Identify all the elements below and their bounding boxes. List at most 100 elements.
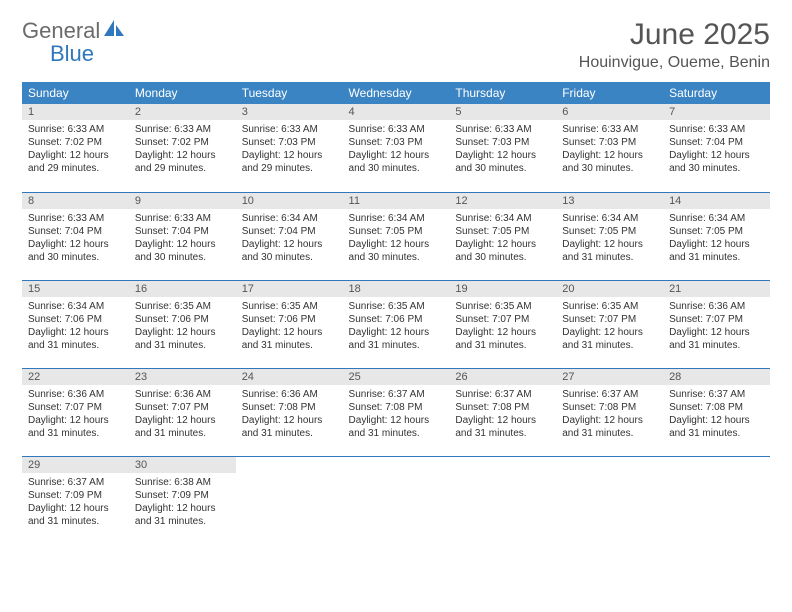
daylight-text: and 31 minutes. [455, 427, 550, 440]
daylight-text: Daylight: 12 hours [242, 238, 337, 251]
daylight-text: Daylight: 12 hours [562, 326, 657, 339]
day-cell [236, 456, 343, 544]
day-body: Sunrise: 6:33 AMSunset: 7:04 PMDaylight:… [129, 209, 236, 268]
daylight-text: and 31 minutes. [562, 339, 657, 352]
daylight-text: Daylight: 12 hours [135, 502, 230, 515]
daylight-text: Daylight: 12 hours [242, 149, 337, 162]
brand-word-2: Blue [50, 41, 94, 66]
sunset-text: Sunset: 7:08 PM [669, 401, 764, 414]
day-body: Sunrise: 6:33 AMSunset: 7:04 PMDaylight:… [663, 120, 770, 179]
daylight-text: and 30 minutes. [669, 162, 764, 175]
sunset-text: Sunset: 7:06 PM [349, 313, 444, 326]
sunset-text: Sunset: 7:08 PM [455, 401, 550, 414]
daylight-text: Daylight: 12 hours [455, 326, 550, 339]
daylight-text: Daylight: 12 hours [455, 149, 550, 162]
day-cell: 10Sunrise: 6:34 AMSunset: 7:04 PMDayligh… [236, 192, 343, 280]
sunset-text: Sunset: 7:05 PM [669, 225, 764, 238]
daylight-text: Daylight: 12 hours [135, 238, 230, 251]
day-number: 23 [129, 369, 236, 385]
daylight-text: and 31 minutes. [135, 427, 230, 440]
day-body: Sunrise: 6:33 AMSunset: 7:03 PMDaylight:… [556, 120, 663, 179]
day-cell: 14Sunrise: 6:34 AMSunset: 7:05 PMDayligh… [663, 192, 770, 280]
day-body: Sunrise: 6:36 AMSunset: 7:08 PMDaylight:… [236, 385, 343, 444]
day-number: 5 [449, 104, 556, 120]
brand-logo: General Blue [22, 18, 126, 65]
daylight-text: and 31 minutes. [349, 427, 444, 440]
sunrise-text: Sunrise: 6:33 AM [28, 123, 123, 136]
daylight-text: Daylight: 12 hours [28, 414, 123, 427]
day-cell: 5Sunrise: 6:33 AMSunset: 7:03 PMDaylight… [449, 104, 556, 192]
day-number: 25 [343, 369, 450, 385]
daylight-text: and 30 minutes. [562, 162, 657, 175]
sunset-text: Sunset: 7:04 PM [242, 225, 337, 238]
day-body: Sunrise: 6:34 AMSunset: 7:05 PMDaylight:… [556, 209, 663, 268]
day-number: 6 [556, 104, 663, 120]
sunset-text: Sunset: 7:05 PM [562, 225, 657, 238]
sunrise-text: Sunrise: 6:34 AM [669, 212, 764, 225]
daylight-text: and 31 minutes. [28, 427, 123, 440]
daylight-text: and 31 minutes. [28, 339, 123, 352]
sunrise-text: Sunrise: 6:37 AM [455, 388, 550, 401]
week-row: 22Sunrise: 6:36 AMSunset: 7:07 PMDayligh… [22, 368, 770, 456]
day-cell: 29Sunrise: 6:37 AMSunset: 7:09 PMDayligh… [22, 456, 129, 544]
sunset-text: Sunset: 7:09 PM [28, 489, 123, 502]
week-row: 15Sunrise: 6:34 AMSunset: 7:06 PMDayligh… [22, 280, 770, 368]
daylight-text: Daylight: 12 hours [242, 326, 337, 339]
daylight-text: and 29 minutes. [28, 162, 123, 175]
day-body: Sunrise: 6:37 AMSunset: 7:09 PMDaylight:… [22, 473, 129, 532]
day-body: Sunrise: 6:34 AMSunset: 7:05 PMDaylight:… [343, 209, 450, 268]
sunrise-text: Sunrise: 6:33 AM [562, 123, 657, 136]
day-body: Sunrise: 6:35 AMSunset: 7:07 PMDaylight:… [449, 297, 556, 356]
sunset-text: Sunset: 7:06 PM [242, 313, 337, 326]
day-body: Sunrise: 6:33 AMSunset: 7:02 PMDaylight:… [22, 120, 129, 179]
day-body: Sunrise: 6:36 AMSunset: 7:07 PMDaylight:… [129, 385, 236, 444]
day-cell: 17Sunrise: 6:35 AMSunset: 7:06 PMDayligh… [236, 280, 343, 368]
day-cell: 15Sunrise: 6:34 AMSunset: 7:06 PMDayligh… [22, 280, 129, 368]
header: General Blue June 2025 Houinvigue, Oueme… [22, 18, 770, 72]
sunrise-text: Sunrise: 6:33 AM [28, 212, 123, 225]
day-cell: 21Sunrise: 6:36 AMSunset: 7:07 PMDayligh… [663, 280, 770, 368]
daylight-text: and 31 minutes. [669, 427, 764, 440]
sunset-text: Sunset: 7:09 PM [135, 489, 230, 502]
sunrise-text: Sunrise: 6:33 AM [669, 123, 764, 136]
daylight-text: Daylight: 12 hours [562, 414, 657, 427]
weekday-header: Friday [556, 82, 663, 104]
daylight-text: Daylight: 12 hours [562, 149, 657, 162]
day-body: Sunrise: 6:34 AMSunset: 7:05 PMDaylight:… [449, 209, 556, 268]
day-cell: 20Sunrise: 6:35 AMSunset: 7:07 PMDayligh… [556, 280, 663, 368]
day-cell: 28Sunrise: 6:37 AMSunset: 7:08 PMDayligh… [663, 368, 770, 456]
sunrise-text: Sunrise: 6:36 AM [242, 388, 337, 401]
daylight-text: and 31 minutes. [562, 251, 657, 264]
day-cell: 23Sunrise: 6:36 AMSunset: 7:07 PMDayligh… [129, 368, 236, 456]
daylight-text: and 30 minutes. [455, 162, 550, 175]
weekday-header: Thursday [449, 82, 556, 104]
day-cell: 7Sunrise: 6:33 AMSunset: 7:04 PMDaylight… [663, 104, 770, 192]
weekday-header: Tuesday [236, 82, 343, 104]
daylight-text: Daylight: 12 hours [135, 149, 230, 162]
sunrise-text: Sunrise: 6:36 AM [135, 388, 230, 401]
sunset-text: Sunset: 7:07 PM [669, 313, 764, 326]
day-body: Sunrise: 6:33 AMSunset: 7:02 PMDaylight:… [129, 120, 236, 179]
weekday-header: Wednesday [343, 82, 450, 104]
daylight-text: Daylight: 12 hours [455, 414, 550, 427]
daylight-text: and 29 minutes. [242, 162, 337, 175]
day-body: Sunrise: 6:33 AMSunset: 7:03 PMDaylight:… [449, 120, 556, 179]
day-number: 1 [22, 104, 129, 120]
sunset-text: Sunset: 7:04 PM [135, 225, 230, 238]
day-body: Sunrise: 6:34 AMSunset: 7:06 PMDaylight:… [22, 297, 129, 356]
daylight-text: and 29 minutes. [135, 162, 230, 175]
sunset-text: Sunset: 7:02 PM [135, 136, 230, 149]
sunset-text: Sunset: 7:06 PM [135, 313, 230, 326]
sunrise-text: Sunrise: 6:33 AM [349, 123, 444, 136]
daylight-text: and 31 minutes. [455, 339, 550, 352]
day-cell: 16Sunrise: 6:35 AMSunset: 7:06 PMDayligh… [129, 280, 236, 368]
sunrise-text: Sunrise: 6:37 AM [28, 476, 123, 489]
day-number: 4 [343, 104, 450, 120]
daylight-text: and 31 minutes. [669, 339, 764, 352]
title-block: June 2025 Houinvigue, Oueme, Benin [579, 18, 770, 72]
daylight-text: and 31 minutes. [28, 515, 123, 528]
daylight-text: Daylight: 12 hours [135, 326, 230, 339]
daylight-text: and 31 minutes. [242, 427, 337, 440]
day-body: Sunrise: 6:37 AMSunset: 7:08 PMDaylight:… [343, 385, 450, 444]
day-cell: 2Sunrise: 6:33 AMSunset: 7:02 PMDaylight… [129, 104, 236, 192]
